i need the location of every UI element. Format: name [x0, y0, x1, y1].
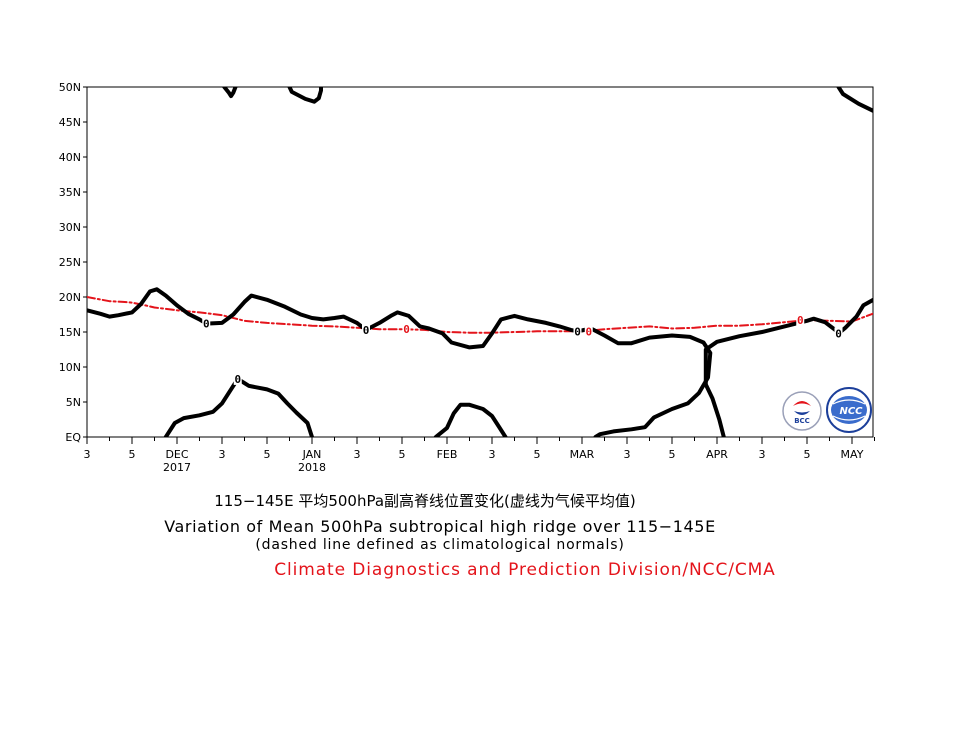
ncc-logo-text: NCC	[839, 406, 863, 417]
x-tick-label: 5	[129, 448, 136, 461]
zero-label-text: 0	[234, 373, 241, 386]
chinese-caption: 115−145E 平均500hPa副高脊线位置变化(虚线为气候平均值)	[214, 492, 636, 510]
zero-label-bg	[573, 325, 582, 338]
observed-contour-5	[222, 87, 238, 99]
y-tick-label: 35N	[59, 186, 81, 199]
x-tick-year: 2018	[298, 461, 326, 474]
observed-contour-2	[703, 297, 873, 437]
x-tick-label: FEB	[437, 448, 458, 461]
zero-label-bg	[233, 372, 242, 385]
y-tick-label: 10N	[59, 361, 81, 374]
zero-contour-label: 0	[202, 317, 211, 331]
y-tick-label: 45N	[59, 116, 81, 129]
y-tick-label: 25N	[59, 256, 81, 269]
zero-label-bg	[796, 314, 805, 327]
bcc-logo: BCC	[782, 391, 822, 431]
series-layer	[87, 87, 873, 437]
y-tick-label: EQ	[65, 431, 81, 444]
x-tick-label: 3	[759, 448, 766, 461]
zero-contour-label: 0	[402, 323, 411, 336]
zero-label-text: 0	[203, 318, 210, 331]
zero-contour-label: 0	[362, 323, 370, 337]
zero-label-bg	[834, 327, 843, 340]
x-tick-label: 5	[399, 448, 406, 461]
x-tick-label: MAR	[570, 448, 595, 461]
y-tick-label: 20N	[59, 291, 81, 304]
y-tick-label: 50N	[59, 81, 81, 94]
zero-label-bg	[584, 325, 593, 338]
x-tick-label: 3	[489, 448, 496, 461]
zero-contour-label: 0	[584, 325, 593, 338]
x-tick-label: 3	[624, 448, 631, 461]
x-tick-label: DEC	[165, 448, 188, 461]
x-tick-label: 3	[84, 448, 91, 461]
observed-contour-4	[433, 402, 508, 437]
zero-label-text: 0	[585, 325, 592, 338]
x-tick-label: 5	[669, 448, 676, 461]
x-tick-label: APR	[706, 448, 728, 461]
y-tick-label: 15N	[59, 326, 81, 339]
zero-contour-label: 0	[233, 372, 242, 386]
observed-contour-6	[287, 87, 323, 104]
english-caption: Variation of Mean 500hPa subtropical hig…	[164, 517, 716, 536]
zero-label-bg	[402, 323, 411, 336]
x-tick-label: 3	[354, 448, 361, 461]
zero-label-text: 0	[797, 314, 804, 327]
zero-contour-labels: 000 0 0 000	[202, 314, 843, 386]
observed-contour-7	[836, 87, 873, 113]
zero-label-text: 0	[363, 324, 370, 337]
english-note: (dashed line defined as climatological n…	[255, 537, 625, 553]
ncc-logo: NCC	[826, 387, 872, 433]
y-tick-label: 30N	[59, 221, 81, 234]
x-tick-label: JAN	[302, 448, 322, 461]
zero-label-text: 0	[403, 323, 410, 336]
x-tick-label: 5	[264, 448, 271, 461]
zero-contour-label: 0	[834, 327, 843, 340]
plot-border	[86, 86, 874, 438]
zero-contour-label: 0	[796, 314, 805, 327]
y-axis: EQ 5N 10N 15N 20N 25N 30N 35N 40N 45N 50N	[59, 81, 87, 444]
bcc-logo-text: BCC	[794, 417, 810, 425]
x-tick-year: 2017	[163, 461, 191, 474]
logos: BCC NCC	[782, 387, 872, 433]
y-tick-label: 5N	[66, 396, 81, 409]
zero-contour-label: 0	[573, 325, 582, 338]
plot-frame	[86, 86, 874, 438]
zero-label-text: 0	[835, 327, 842, 340]
x-tick-label: MAY	[841, 448, 864, 461]
y-tick-label: 40N	[59, 151, 81, 164]
observed-contour-3	[163, 376, 314, 437]
x-tick-label: 3	[219, 448, 226, 461]
organization-caption: Climate Diagnostics and Prediction Divis…	[274, 560, 776, 580]
zero-label-bg	[362, 323, 370, 336]
zero-label-text: 0	[574, 325, 581, 338]
climatology-line	[87, 296, 873, 334]
x-tick-label: 5	[534, 448, 541, 461]
observed-contour-1	[87, 287, 713, 437]
x-tick-label: 5	[804, 448, 811, 461]
zero-label-bg	[202, 317, 211, 330]
